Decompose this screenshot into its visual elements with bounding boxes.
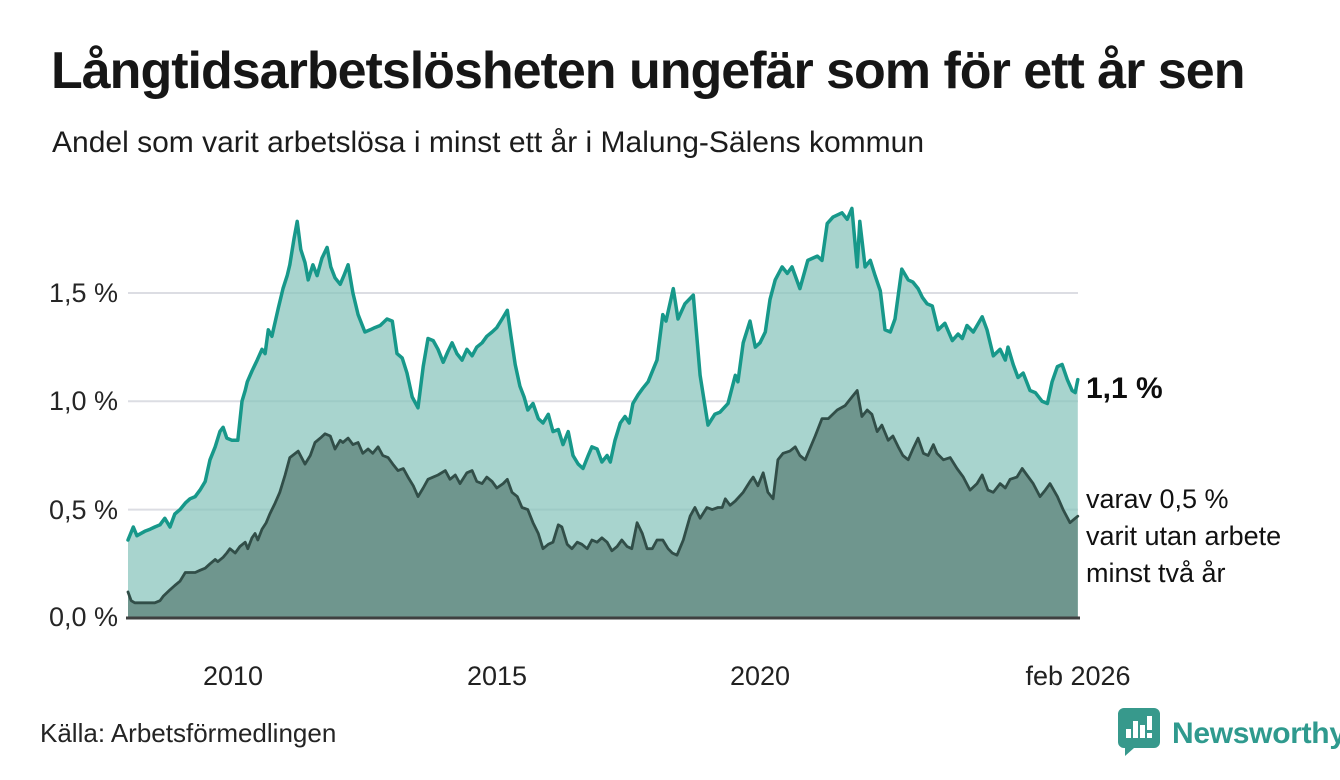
x-axis-tick-2020: 2020: [729, 661, 791, 691]
y-axis-tick-0-5: 0,5 %: [48, 495, 118, 525]
y-axis-tick-1-0: 1,0 %: [48, 386, 118, 416]
source-credit: Källa: Arbetsförmedlingen: [40, 718, 337, 748]
y-axis-tick-0-0: 0,0 %: [48, 602, 118, 632]
page-subtitle: Andel som varit arbetslösa i minst ett å…: [52, 126, 925, 159]
breakdown-line-1: varav 0,5 %: [1086, 484, 1229, 514]
latest-value-label: 1,1 %: [1086, 372, 1163, 405]
x-axis-tick-feb-2026: feb 2026: [1025, 661, 1131, 691]
x-axis-tick-2010: 2010: [202, 661, 264, 691]
breakdown-line-2: varit utan arbete: [1086, 521, 1282, 551]
page-title: Långtidsarbetslösheten ungefär som för e…: [51, 42, 1245, 100]
newsworthy-brand: Newsworthy: [1116, 706, 1340, 761]
breakdown-annotation: varav 0,5 % varit utan arbete minst två …: [1086, 481, 1306, 592]
newsworthy-logo-icon: [1116, 706, 1162, 761]
newsworthy-wordmark: Newsworthy: [1172, 716, 1340, 750]
x-axis-tick-2015: 2015: [466, 661, 528, 691]
y-axis-tick-1-5: 1,5 %: [48, 278, 118, 308]
breakdown-line-3: minst två år: [1086, 558, 1226, 588]
